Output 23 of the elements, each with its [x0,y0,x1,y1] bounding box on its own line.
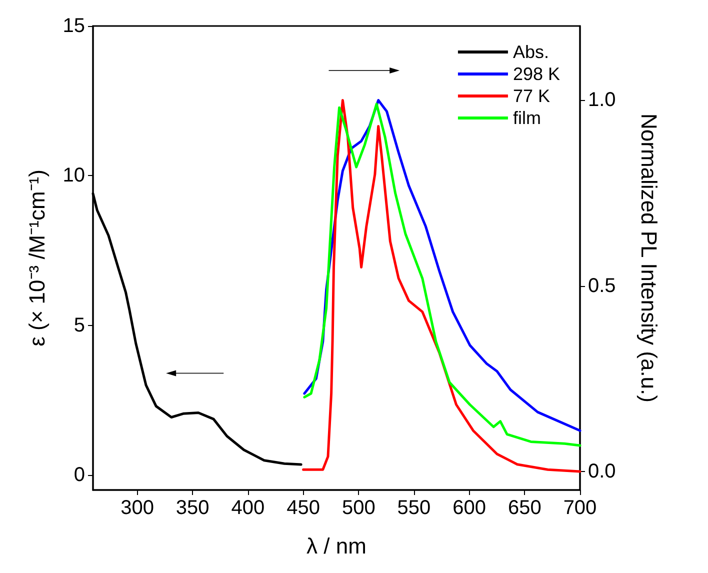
x-tick-label: 500 [342,497,376,519]
legend-label: 298 K [512,64,560,84]
y-axis-title: ε (× 10⁻³ /M⁻¹cm⁻¹) [24,170,50,346]
legend-label: Abs. [512,42,549,62]
x-tick-label: 300 [120,497,154,519]
x-tick-label: 450 [286,497,320,519]
x-tick-label: 350 [176,497,210,519]
legend-label: film [512,108,541,128]
y-tick-label: 10 [62,164,85,187]
y2-tick-label: 0.0 [588,460,616,482]
x-tick-label: 700 [563,497,597,519]
x-tick-label: 550 [397,497,431,519]
legend-label: 77 K [512,86,550,106]
x-tick-label: 400 [231,497,265,519]
y-tick-label: 0 [74,464,85,486]
y2-axis-title: Normalized PL Intensity (a.u.) [636,114,662,402]
y-tick-label: 15 [62,15,85,37]
x-tick-label: 650 [508,497,542,519]
y2-tick-label: 1.0 [588,89,616,112]
x-tick-label: 600 [452,497,486,519]
y-tick-label: 5 [74,314,85,336]
x-axis-title: λ / nm [306,534,366,558]
y2-tick-label: 0.5 [588,274,616,297]
